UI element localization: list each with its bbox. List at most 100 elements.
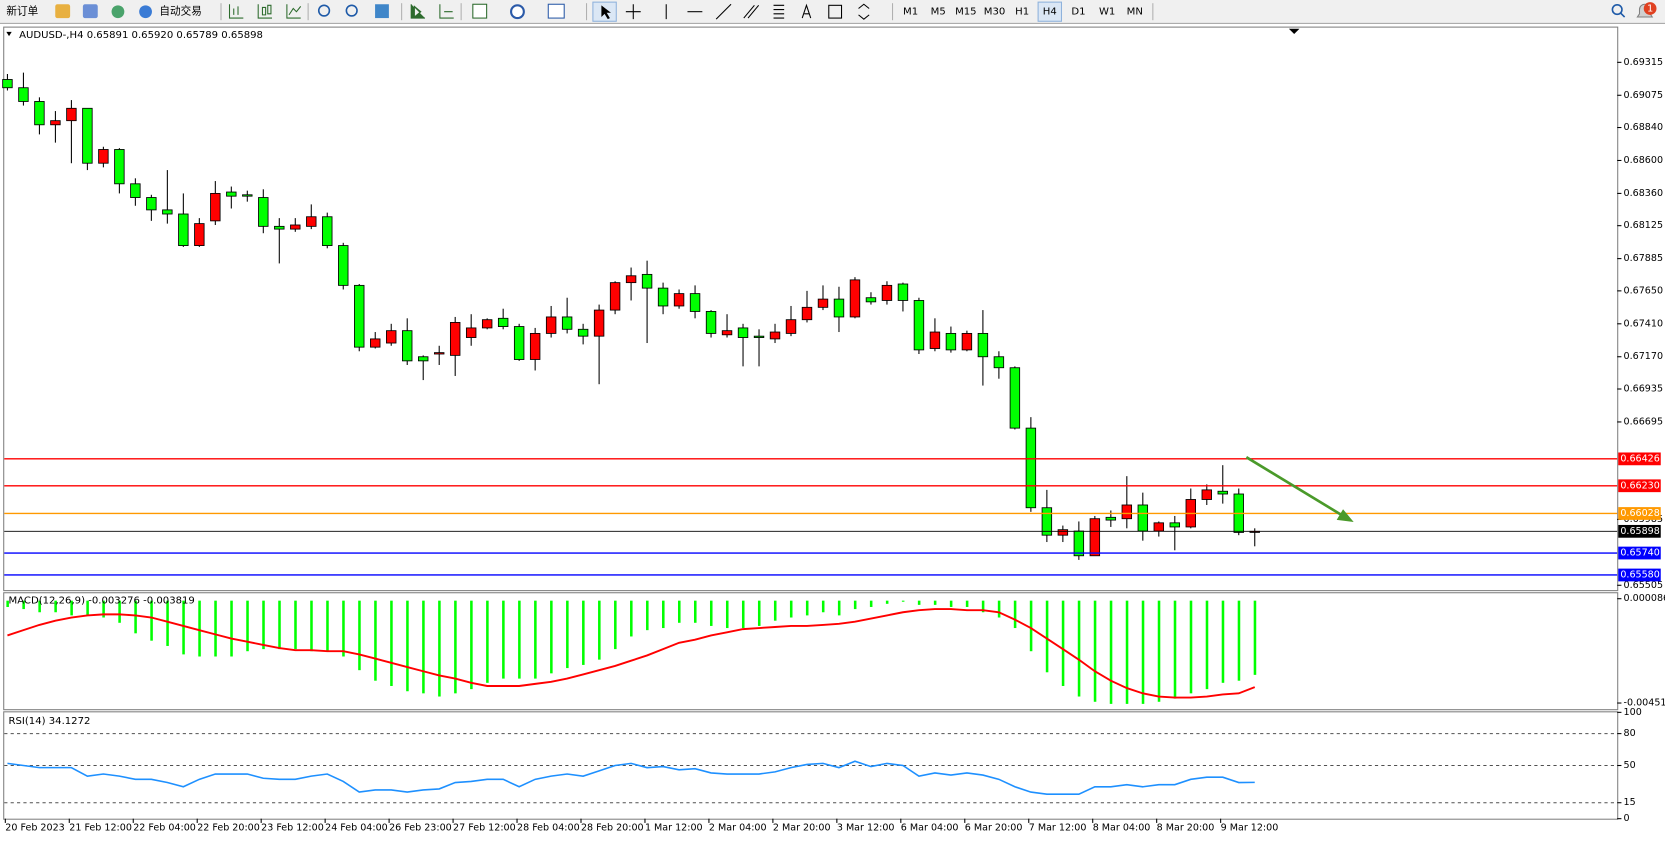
timeframe-button[interactable]: W1 <box>1099 7 1115 18</box>
zoom-out[interactable] <box>345 4 358 17</box>
trendline-tool[interactable] <box>715 3 732 20</box>
macd-header: MACD(12,26,9) -0.003276 -0.003819 <box>9 596 195 607</box>
macd-bar <box>725 600 729 629</box>
macd-bar <box>262 600 265 650</box>
macd-panel[interactable] <box>3 592 1619 711</box>
x-tick-label: 28 Feb 20:00 <box>581 823 644 834</box>
auto-trading-icon[interactable] <box>139 5 152 19</box>
candle-body <box>306 216 317 227</box>
templates[interactable] <box>547 3 565 19</box>
macd-bar <box>981 600 985 613</box>
candle-body <box>290 224 301 230</box>
cursor-tool[interactable] <box>601 5 611 20</box>
timeframe-button[interactable]: H4 <box>1043 7 1057 18</box>
candle-body <box>1089 518 1101 557</box>
y-tick-label: 0.69075 <box>1624 90 1663 101</box>
macd-bar <box>6 600 9 607</box>
icon[interactable] <box>257 4 273 19</box>
candle-body <box>274 225 285 230</box>
candle-body <box>146 197 157 211</box>
macd-bar <box>422 600 425 694</box>
search[interactable] <box>1619 12 1626 18</box>
timeframes: M1 M5 M15 M30 H1 H4 D1 W1 MN <box>903 1 1143 22</box>
zoom-in[interactable] <box>317 4 331 17</box>
y-tick-label: -0.004519 <box>1624 698 1665 709</box>
x-tick-label: 8 Mar 04:00 <box>1093 823 1151 834</box>
candle-body <box>449 322 461 356</box>
timeframe-button[interactable]: M30 <box>984 7 1006 18</box>
macd-bar <box>342 600 345 657</box>
macd-bar <box>214 600 217 657</box>
candle-body <box>1169 522 1181 528</box>
fibo-tool[interactable] <box>773 4 785 19</box>
candle-body <box>402 330 413 362</box>
macd-bar <box>901 600 905 602</box>
timeframe-button[interactable]: H1 <box>1015 7 1029 18</box>
macd-bar <box>933 600 937 605</box>
search[interactable] <box>1611 3 1623 16</box>
candle-body <box>481 319 493 329</box>
macd-bar <box>678 600 681 623</box>
candle-body <box>210 192 221 222</box>
candle-body <box>913 300 925 351</box>
candle-body <box>529 332 541 360</box>
shift-marker <box>1288 28 1300 35</box>
timeframe-button[interactable]: D1 <box>1071 7 1085 18</box>
x-tick-label: 2 Mar 04:00 <box>709 823 767 834</box>
label-tool[interactable] <box>828 4 843 19</box>
timeframe-button[interactable]: M5 <box>931 7 946 18</box>
icon[interactable] <box>55 4 71 19</box>
candle-body <box>801 306 813 321</box>
crosshair-tool[interactable] <box>625 4 641 20</box>
chart-header: AUDUSD-,H4 0.65891 0.65920 0.65789 0.658… <box>19 30 263 41</box>
macd-bar <box>837 600 841 616</box>
macd-bar <box>1221 600 1225 683</box>
candle-body <box>1137 504 1149 532</box>
x-tick-label: 23 Feb 12:00 <box>261 823 324 834</box>
y-tick-label: 0.68125 <box>1624 220 1663 231</box>
candle-body <box>386 330 397 344</box>
periods[interactable] <box>510 4 525 20</box>
icon[interactable] <box>439 4 454 19</box>
candle-body <box>50 120 61 126</box>
y-tick-label: 0.67410 <box>1624 318 1663 329</box>
macd-bar <box>118 600 121 623</box>
icon[interactable] <box>111 5 125 19</box>
indicators[interactable] <box>472 3 488 19</box>
level-tag <box>1618 479 1661 493</box>
macd-bar <box>789 600 793 618</box>
timeframe-button[interactable]: M1 <box>903 7 918 18</box>
timeframe-active[interactable] <box>1037 1 1063 22</box>
candle-body <box>2 79 13 89</box>
level-tag <box>1618 452 1661 466</box>
icon[interactable] <box>375 4 389 19</box>
candle-body <box>1073 530 1085 557</box>
candle-body <box>1153 522 1165 532</box>
auto-trading-button[interactable]: 自动交易 <box>159 5 201 18</box>
candle-body <box>513 326 525 360</box>
channel-tool[interactable] <box>743 4 760 19</box>
icon[interactable] <box>410 4 426 19</box>
macd-bar <box>965 600 969 607</box>
candle-body <box>1009 367 1021 429</box>
timeframe-button[interactable]: MN <box>1127 7 1143 18</box>
notification-badge[interactable] <box>1643 2 1657 15</box>
text-tool[interactable] <box>801 3 812 19</box>
x-tick-label: 21 Feb 12:00 <box>69 823 132 834</box>
timeframe-button[interactable]: M15 <box>955 7 977 18</box>
macd-bar <box>1205 600 1209 690</box>
arrows-tool[interactable] <box>858 3 870 20</box>
macd-bar <box>454 600 457 694</box>
icon[interactable] <box>82 4 98 19</box>
candle-body <box>689 293 701 312</box>
macd-bar <box>166 600 169 646</box>
icon[interactable] <box>228 4 244 19</box>
level-tag <box>1618 568 1661 582</box>
new-order-button[interactable]: 新订单 <box>6 5 38 18</box>
icon[interactable] <box>286 4 302 19</box>
macd-bar <box>230 600 233 657</box>
level-tag-label: 0.65580 <box>1620 569 1659 580</box>
toolbar-bg <box>0 0 1665 24</box>
macd-bar <box>662 600 665 629</box>
